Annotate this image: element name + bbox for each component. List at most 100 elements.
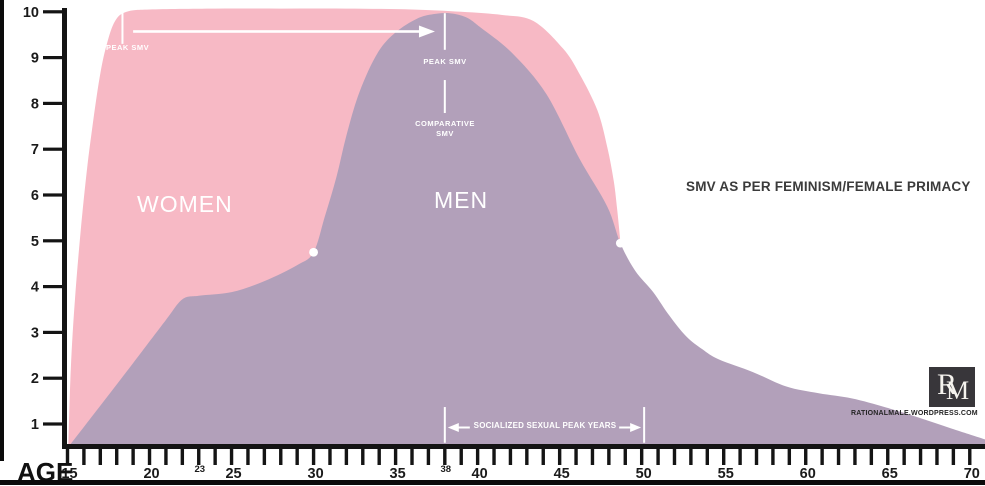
- band-arrow-right-head: [630, 423, 642, 432]
- x-tick: [935, 449, 939, 465]
- x-tick-label: 60: [800, 466, 816, 482]
- x-tick: [475, 449, 480, 465]
- x-tick: [590, 449, 595, 465]
- x-tick: [492, 449, 496, 465]
- x-tick-label-small: 38: [441, 464, 452, 475]
- x-tick: [672, 449, 677, 465]
- logo-letter-r: R: [937, 368, 958, 401]
- y-tick: [43, 285, 62, 289]
- y-axis-line: [62, 8, 67, 449]
- x-tick-label: 65: [882, 466, 898, 482]
- x-tick: [705, 449, 709, 465]
- x-tick: [853, 449, 857, 465]
- x-tick: [738, 449, 742, 465]
- rational-male-logo: R M: [929, 367, 975, 407]
- x-tick-label: 55: [718, 466, 734, 482]
- white-guide-tick: [443, 80, 446, 114]
- y-tick: [43, 376, 62, 380]
- x-tick: [787, 449, 792, 465]
- x-tick: [541, 449, 545, 465]
- men-peak-smv-label: PEAK SMV: [423, 57, 467, 66]
- white-guide-tick: [121, 4, 124, 44]
- x-tick: [213, 449, 217, 465]
- peak-arrow-head: [418, 25, 435, 38]
- y-tick-label: 8: [31, 96, 39, 112]
- x-tick-label: 30: [308, 466, 324, 482]
- x-tick: [410, 449, 414, 465]
- x-tick: [639, 449, 644, 465]
- x-tick-label-small: 23: [194, 464, 205, 475]
- x-tick: [820, 449, 824, 465]
- x-tick: [131, 449, 135, 465]
- logo-caption: RATIONALMALE.WORDPRESS.COM: [851, 410, 978, 417]
- x-tick-label: 20: [143, 466, 159, 482]
- x-tick: [508, 449, 513, 465]
- y-tick: [43, 56, 62, 60]
- curve-point-marker: [615, 238, 625, 248]
- y-tick: [43, 239, 62, 243]
- y-tick: [43, 193, 62, 197]
- x-tick-label: 45: [554, 466, 570, 482]
- x-tick: [377, 449, 381, 465]
- x-tick-label: 35: [390, 466, 406, 482]
- y-tick-label: 5: [31, 234, 39, 250]
- left-border-line: [0, 0, 4, 461]
- x-tick: [689, 449, 693, 465]
- bottom-border-line: [0, 480, 985, 485]
- x-tick: [754, 449, 759, 465]
- x-tick: [443, 449, 447, 465]
- white-guide-tick: [443, 13, 446, 50]
- y-tick-label: 7: [31, 142, 39, 158]
- socialized-peak-years-label: SOCIALIZED SEXUAL PEAK YEARS: [473, 421, 617, 430]
- x-tick: [902, 449, 906, 465]
- x-tick: [525, 449, 529, 465]
- y-tick: [43, 10, 62, 14]
- x-tick: [361, 449, 365, 465]
- x-tick: [607, 449, 611, 465]
- x-tick: [328, 449, 332, 465]
- y-tick-label: 9: [31, 51, 39, 67]
- x-tick: [262, 449, 267, 465]
- x-tick: [722, 449, 726, 465]
- y-tick: [43, 147, 62, 151]
- x-tick: [771, 449, 775, 465]
- y-tick-label: 6: [31, 188, 39, 204]
- x-tick: [295, 449, 299, 465]
- white-guide-tick: [643, 407, 646, 443]
- x-tick: [968, 449, 972, 465]
- x-tick: [115, 449, 119, 465]
- x-tick-label: 25: [225, 466, 241, 482]
- y-tick: [43, 101, 62, 105]
- y-tick: [43, 422, 62, 426]
- x-tick: [869, 449, 874, 465]
- comparative-smv-line2: SMV: [436, 128, 454, 138]
- x-tick: [393, 449, 398, 465]
- x-tick-label: 40: [472, 466, 488, 482]
- x-tick: [836, 449, 841, 465]
- x-tick: [426, 449, 431, 465]
- y-tick-label: 3: [31, 325, 39, 341]
- men-area: [69, 12, 985, 447]
- curve-point-marker: [309, 247, 318, 257]
- y-tick-label: 2: [31, 371, 39, 387]
- men-area-label: MEN: [434, 187, 489, 213]
- white-guide-tick: [443, 407, 446, 443]
- chart-title: SMV AS PER FEMINISM/FEMALE PRIMACY: [686, 179, 971, 194]
- x-tick: [918, 449, 923, 465]
- x-tick: [82, 449, 86, 465]
- y-tick-label: 10: [23, 5, 39, 21]
- x-tick: [574, 449, 578, 465]
- x-tick: [311, 449, 316, 465]
- band-arrow-left-line: [457, 426, 470, 429]
- comparative-smv-line1: COMPARATIVE: [415, 119, 475, 128]
- comparative-smv-label: COMPARATIVE SMV: [395, 119, 495, 138]
- x-tick: [65, 449, 70, 465]
- logo-letter-m: M: [946, 376, 970, 405]
- x-tick: [164, 449, 168, 465]
- x-tick-label: 50: [636, 466, 652, 482]
- x-tick: [98, 449, 103, 465]
- band-arrow-left-head: [447, 423, 459, 432]
- x-tick: [623, 449, 627, 465]
